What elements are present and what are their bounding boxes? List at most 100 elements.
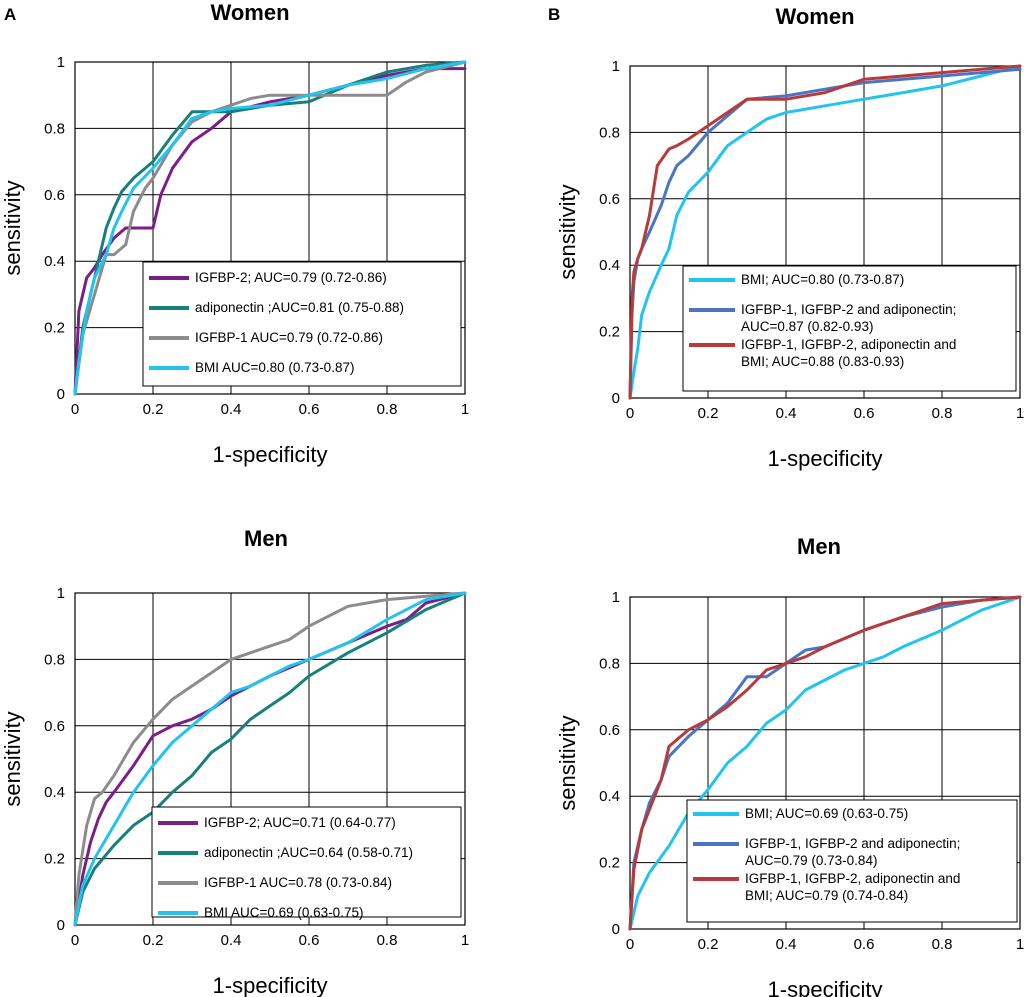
y-tick-label: 0 — [57, 386, 65, 403]
legend: BMI; AUC=0.69 (0.63-0.75) IGFBP-1, IGFBP-… — [686, 799, 1018, 923]
legend-label: IGFBP-1, IGFBP-2 and adiponectin; AUC=0.7… — [745, 836, 960, 868]
y-tick-label: 0.4 — [599, 788, 620, 805]
x-tick-label: 0 — [71, 932, 79, 949]
chart-title: Women — [210, 0, 289, 25]
y-tick-label: 0 — [57, 917, 65, 934]
x-tick-label: 0 — [71, 401, 79, 418]
chart-A-men: Men 0 0.2 0.4 0.6 0.8 1 0 0.2 0.4 0.6 0.8 1 1-specifi… — [0, 526, 469, 997]
x-tick-label: 1 — [461, 932, 469, 949]
legend-entry: IGFBP-1 AUC=0.78 (0.73-0.84) — [158, 875, 392, 890]
x-tick-label: 0.6 — [299, 932, 320, 949]
chart-title: Men — [244, 526, 288, 551]
y-tick-label: 0.2 — [44, 851, 65, 868]
roc-curve-adiponectin — [73, 591, 467, 927]
y-tick-label: 0.8 — [599, 655, 620, 672]
legend-label: BMI; AUC=0.80 (0.73-0.87) — [741, 272, 904, 287]
legend-entry: BMI AUC=0.69 (0.63-0.75) — [158, 905, 363, 920]
chart-A-women: Women 0 0.2 0.4 0.6 0.8 1 0 0.2 0.4 0.6 0.8 1 1-speci… — [0, 0, 469, 467]
x-tick-label: 0 — [626, 936, 634, 953]
legend-label: IGFBP-1 AUC=0.79 (0.72-0.86) — [195, 330, 383, 345]
x-tick-label: 0.8 — [377, 932, 398, 949]
y-tick-label: 1 — [612, 58, 620, 75]
legend: BMI; AUC=0.80 (0.73-0.87) IGFBP-1, IGFBP-… — [682, 265, 1017, 392]
x-tick-label: 0.8 — [932, 936, 953, 953]
x-tick-label: 0.8 — [377, 401, 398, 418]
y-tick-label: 0.4 — [44, 253, 65, 270]
y-tick-label: 1 — [57, 54, 65, 71]
legend-entry: IGFBP-1 AUC=0.79 (0.72-0.86) — [149, 330, 383, 345]
legend-box — [151, 806, 462, 918]
x-tick-label: 1 — [461, 401, 469, 418]
roc-curve-combo4 — [628, 64, 1022, 400]
x-tick-label: 0.4 — [776, 405, 797, 422]
x-tick-label: 0.2 — [698, 405, 719, 422]
y-tick-label: 0 — [612, 390, 620, 407]
y-tick-label: 1 — [612, 589, 620, 606]
legend-entry: IGFBP-1, IGFBP-2, adiponectin and BMI; AU… — [693, 871, 960, 903]
y-tick-label: 0.4 — [599, 257, 620, 274]
chart-B-men: Men 0 0.2 0.4 0.6 0.8 1 0 0.2 0.4 0.6 0.8 1 1-specifi… — [555, 534, 1024, 997]
x-tick-label: 1 — [1016, 405, 1024, 422]
legend-label: adiponectin ;AUC=0.64 (0.58-0.71) — [204, 845, 413, 860]
x-axis-title: 1-specificity — [213, 442, 328, 467]
y-tick-label: 0.8 — [599, 124, 620, 141]
legend-entry: BMI; AUC=0.80 (0.73-0.87) — [689, 272, 904, 287]
x-tick-label: 0.4 — [776, 936, 797, 953]
x-tick-label: 0 — [626, 405, 634, 422]
legend-entry: BMI; AUC=0.69 (0.63-0.75) — [693, 806, 908, 821]
x-tick-label: 0.6 — [854, 936, 875, 953]
roc-curve-bmi — [73, 591, 467, 927]
legend-entry: IGFBP-1, IGFBP-2, adiponectin and BMI; AU… — [689, 337, 956, 369]
x-axis-title: 1-specificity — [768, 977, 883, 997]
legend-entry: IGFBP-1, IGFBP-2 and adiponectin; AUC=0.7… — [693, 836, 960, 868]
chart-title: Women — [775, 4, 854, 29]
y-axis-title: sensitivity — [555, 184, 580, 279]
y-tick-label: 0.6 — [44, 187, 65, 204]
legend-label: BMI AUC=0.80 (0.73-0.87) — [195, 360, 354, 375]
roc-curve-bmi — [73, 60, 467, 396]
y-tick-label: 0.2 — [599, 324, 620, 341]
legend-box — [686, 799, 1018, 923]
y-axis-title: sensitivity — [555, 715, 580, 810]
panel-label-b: B — [548, 5, 560, 24]
y-tick-label: 0.8 — [44, 120, 65, 137]
chart-title: Men — [797, 534, 841, 559]
y-axis-title: sensitivity — [0, 180, 25, 275]
y-tick-label: 0.4 — [44, 784, 65, 801]
legend-box — [682, 265, 1017, 392]
y-tick-label: 0.2 — [599, 855, 620, 872]
x-tick-label: 0.6 — [854, 405, 875, 422]
panel-label-a: A — [4, 5, 16, 24]
x-tick-label: 0.4 — [221, 932, 242, 949]
plot-frame — [629, 596, 1021, 930]
x-axis-title: 1-specificity — [768, 446, 883, 471]
x-tick-label: 0.2 — [143, 932, 164, 949]
plot-frame — [74, 592, 466, 926]
legend-label: IGFBP-1, IGFBP-2, adiponectin and BMI; AU… — [741, 337, 956, 369]
legend-label: IGFBP-2; AUC=0.79 (0.72-0.86) — [195, 270, 387, 285]
y-axis-title: sensitivity — [0, 711, 25, 806]
plot-frame — [629, 65, 1021, 399]
roc-curve-igfbp-2 — [73, 591, 467, 927]
legend: IGFBP-2; AUC=0.79 (0.72-0.86) adiponectin… — [142, 261, 462, 387]
legend-label: IGFBP-1, IGFBP-2, adiponectin and BMI; AU… — [745, 871, 960, 903]
legend-entry: adiponectin ;AUC=0.81 (0.75-0.88) — [149, 300, 404, 315]
y-tick-label: 0 — [612, 921, 620, 938]
x-tick-label: 0.2 — [698, 936, 719, 953]
legend-label: BMI; AUC=0.69 (0.63-0.75) — [745, 806, 908, 821]
roc-curve-igfbp-1 — [73, 591, 467, 927]
chart-B-women: Women 0 0.2 0.4 0.6 0.8 1 0 0.2 0.4 0.6 0.8 1 1-speci… — [555, 4, 1024, 471]
legend-label: adiponectin ;AUC=0.81 (0.75-0.88) — [195, 300, 404, 315]
y-tick-label: 0.6 — [44, 718, 65, 735]
x-tick-label: 0.8 — [932, 405, 953, 422]
legend-box — [142, 261, 462, 387]
y-tick-label: 0.6 — [599, 191, 620, 208]
legend: IGFBP-2; AUC=0.71 (0.64-0.77) adiponectin… — [151, 806, 462, 920]
legend-label: BMI AUC=0.69 (0.63-0.75) — [204, 905, 363, 920]
x-tick-label: 1 — [1016, 936, 1024, 953]
y-tick-label: 1 — [57, 585, 65, 602]
legend-entry: adiponectin ;AUC=0.64 (0.58-0.71) — [158, 845, 413, 860]
y-tick-label: 0.8 — [44, 651, 65, 668]
roc-curve-bmi — [628, 595, 1022, 931]
